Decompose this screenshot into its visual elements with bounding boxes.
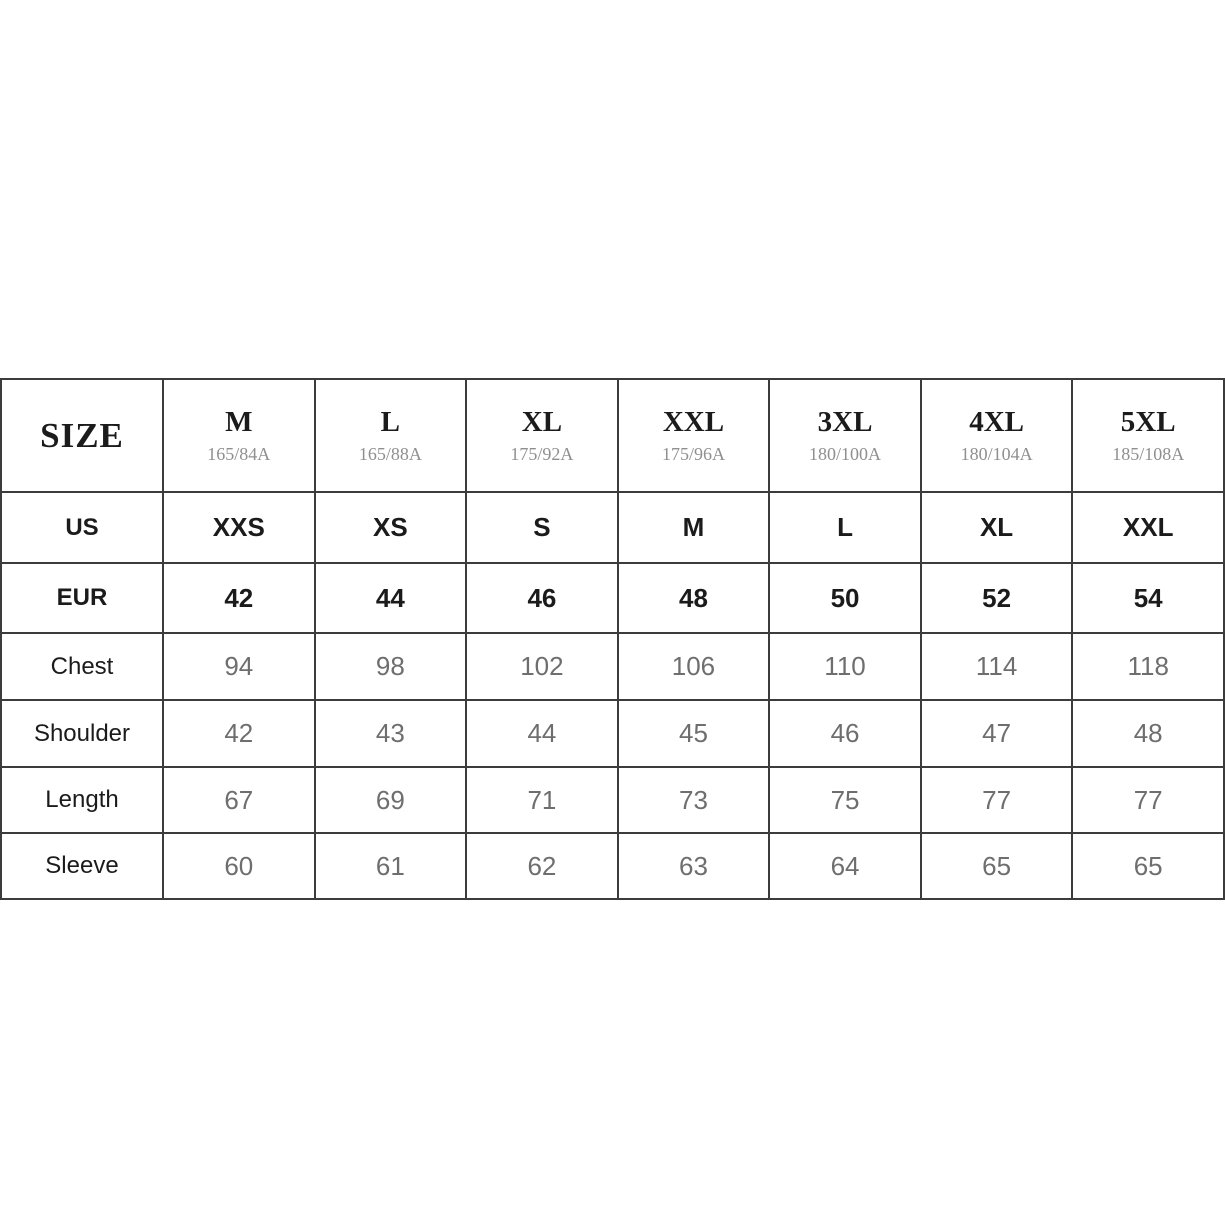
table-cell: 63 — [616, 832, 771, 900]
table-cell: XXL — [1071, 491, 1225, 564]
table-row: Chest 94 98 102 106 110 114 118 — [0, 632, 1225, 701]
table-cell: 62 — [465, 832, 619, 900]
table-row: Shoulder 42 43 44 45 46 47 48 — [0, 699, 1225, 768]
table-cell: 94 — [162, 632, 316, 701]
size-name: L — [380, 405, 401, 438]
table-cell: XL — [919, 491, 1074, 564]
table-cell: 44 — [465, 699, 619, 768]
row-label: Sleeve — [0, 832, 164, 900]
size-name: XXL — [662, 405, 725, 438]
table-row: EUR 42 44 46 48 50 52 54 — [0, 562, 1225, 634]
table-cell: 50 — [768, 562, 922, 634]
size-height-spec: 175/92A — [510, 444, 574, 465]
size-name: 5XL — [1120, 405, 1176, 438]
size-corner-header: SIZE — [0, 378, 164, 493]
table-cell: 48 — [616, 562, 771, 634]
table-cell: 45 — [616, 699, 771, 768]
table-cell: 73 — [616, 766, 771, 834]
size-column-header: M 165/84A — [162, 378, 316, 493]
size-height-spec: 175/96A — [661, 444, 725, 465]
table-cell: 60 — [162, 832, 316, 900]
size-chart-table: SIZE M 165/84A L 165/88A XL 175/92A XXL 175/96A 3… — [0, 378, 1225, 900]
table-cell: XS — [313, 491, 468, 564]
size-column-header: XL 175/92A — [465, 378, 619, 493]
table-cell: 46 — [768, 699, 922, 768]
size-name: 3XL — [817, 405, 873, 438]
table-cell: 44 — [313, 562, 468, 634]
table-cell: 69 — [313, 766, 468, 834]
table-cell: 71 — [465, 766, 619, 834]
size-height-spec: 180/104A — [960, 444, 1033, 465]
table-cell: 42 — [162, 699, 316, 768]
size-height-spec: 180/100A — [809, 444, 882, 465]
table-cell: 42 — [162, 562, 316, 634]
size-column-header: L 165/88A — [313, 378, 468, 493]
table-cell: 67 — [162, 766, 316, 834]
table-cell: M — [616, 491, 771, 564]
size-height-spec: 165/84A — [207, 444, 271, 465]
table-cell: 47 — [919, 699, 1074, 768]
size-corner-label: SIZE — [40, 415, 124, 455]
table-cell: 77 — [1071, 766, 1225, 834]
table-cell: 61 — [313, 832, 468, 900]
table-row: Sleeve 60 61 62 63 64 65 65 — [0, 832, 1225, 900]
size-column-header: 4XL 180/104A — [919, 378, 1074, 493]
row-label: Length — [0, 766, 164, 834]
size-height-spec: 165/88A — [358, 444, 422, 465]
table-cell: XXS — [162, 491, 316, 564]
row-label: Shoulder — [0, 699, 164, 768]
size-name: M — [225, 405, 253, 438]
size-name: 4XL — [969, 405, 1024, 438]
row-label: US — [0, 491, 164, 564]
table-cell: 98 — [313, 632, 468, 701]
table-row: US XXS XS S M L XL XXL — [0, 491, 1225, 564]
size-column-header: XXL 175/96A — [616, 378, 771, 493]
table-cell: 52 — [919, 562, 1074, 634]
table-cell: 118 — [1071, 632, 1225, 701]
size-column-header: 5XL 185/108A — [1071, 378, 1225, 493]
row-label: EUR — [0, 562, 164, 634]
size-name: XL — [521, 405, 563, 438]
table-cell: 65 — [1071, 832, 1225, 900]
table-cell: 64 — [768, 832, 922, 900]
size-height-spec: 185/108A — [1112, 444, 1185, 465]
table-cell: 65 — [919, 832, 1074, 900]
table-cell: 110 — [768, 632, 922, 701]
table-cell: L — [768, 491, 922, 564]
table-cell: 106 — [616, 632, 771, 701]
row-label: Chest — [0, 632, 164, 701]
table-cell: 77 — [919, 766, 1074, 834]
table-cell: 48 — [1071, 699, 1225, 768]
table-row: Length 67 69 71 73 75 77 77 — [0, 766, 1225, 834]
table-cell: 102 — [465, 632, 619, 701]
size-header-row: SIZE M 165/84A L 165/88A XL 175/92A XXL 175/96A 3… — [0, 378, 1225, 493]
table-cell: S — [465, 491, 619, 564]
table-cell: 114 — [919, 632, 1074, 701]
table-cell: 75 — [768, 766, 922, 834]
table-cell: 54 — [1071, 562, 1225, 634]
table-cell: 46 — [465, 562, 619, 634]
table-cell: 43 — [313, 699, 468, 768]
size-column-header: 3XL 180/100A — [768, 378, 922, 493]
